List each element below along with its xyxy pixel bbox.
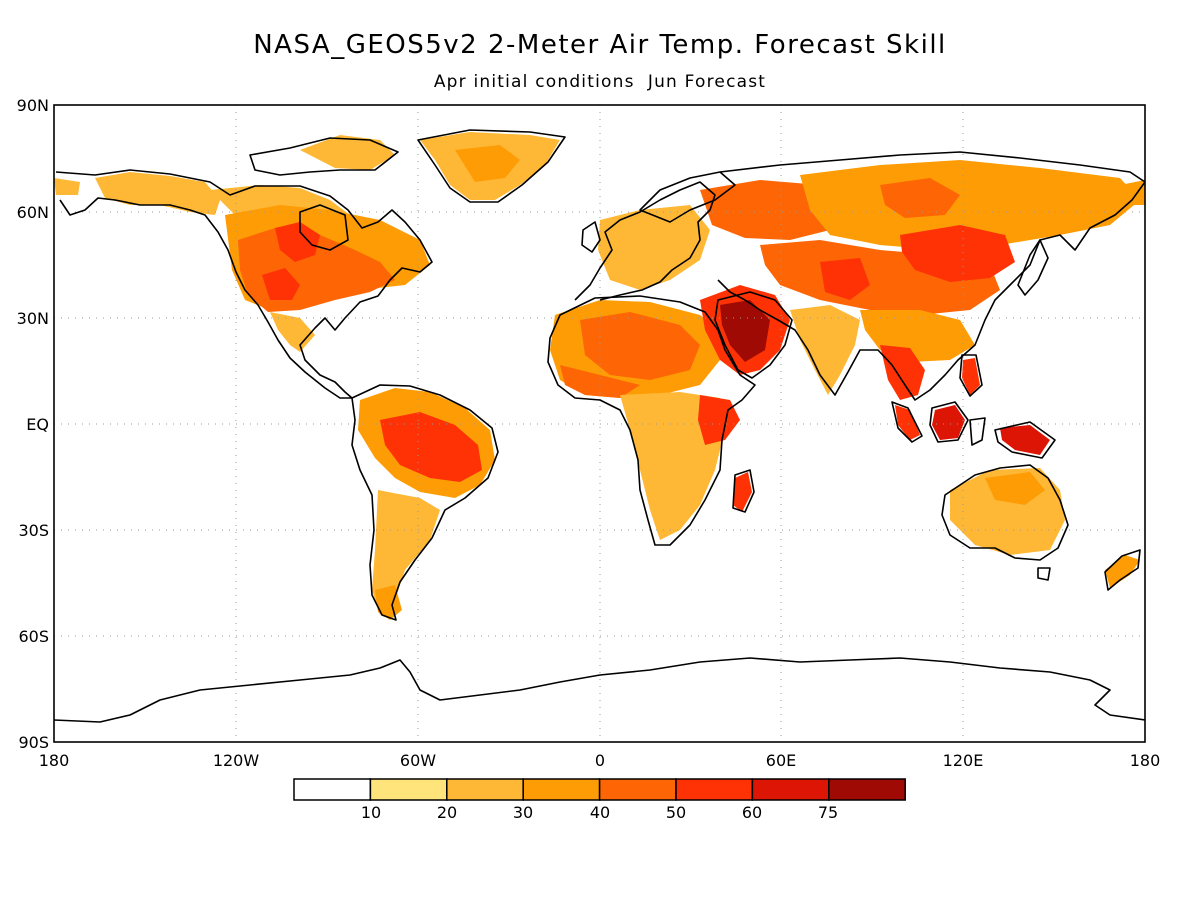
coastlines [54,129,1145,723]
longitude-labels: 180 120W 60W 0 60E 120E 180 [39,751,1161,770]
colorbar-tick-30: 30 [513,803,533,822]
lat-label-60n: 60N [17,203,49,222]
coastline-hudson-bay [299,204,349,251]
skill-region-europe [598,205,710,290]
coastline-british-isles [581,221,601,253]
colorbar-tick-20: 20 [437,803,457,822]
lon-label-60w: 60W [400,751,436,770]
skill-region-southeast-asia [880,345,925,400]
skill-region-alaska-west [54,178,80,195]
coastline-antarctica [54,657,1145,723]
coastline-philippines [959,354,983,397]
skill-region-borneo [932,405,965,440]
lat-label-90s: 90S [18,733,49,752]
lat-label-eq: EQ [26,415,49,434]
colorbar-swatch-3 [522,778,601,801]
skill-region-new-guinea [1000,425,1050,455]
lon-label-180w: 180 [39,751,70,770]
colorbar-swatch-2 [446,778,524,801]
skill-region-south-america-south [372,490,440,615]
skill-region-chukotka [1120,180,1145,205]
colorbar-swatch-5 [675,778,754,801]
coastline-australia [941,464,1069,561]
skill-region-australia-north [985,472,1045,505]
skill-region-siberia [800,160,1140,250]
lon-label-120w: 120W [213,751,260,770]
coastline-arabia [714,291,793,379]
colorbar-tick-40: 40 [590,803,610,822]
colorbar-swatch-7 [828,778,906,801]
skill-region-greenland-core [455,145,520,182]
coastline-scandinavia [639,171,736,223]
lat-label-90n: 90N [17,96,49,115]
coastline-sulawesi [969,417,986,446]
lon-label-60e: 60E [766,751,796,770]
skill-region-alaska [95,172,220,215]
skill-region-central-africa [620,392,725,540]
map-subtitle: Apr initial conditions Jun Forecast [434,72,766,92]
coastline-africa [547,295,756,546]
coastline-japan [1017,239,1049,296]
colorbar-tick-60: 60 [742,803,762,822]
skill-region-amazon [380,412,482,482]
skill-region-philippines [962,358,980,395]
coastline-north-america [55,169,433,399]
skill-region-sahara [580,312,700,380]
map-body [54,105,1145,742]
latitude-labels: 90N 60N 30N EQ 30S 60S 90S [17,96,49,752]
coastline-sumatra [891,401,923,443]
skill-region-sahel [560,365,640,398]
skill-region-arctic-islands [300,135,395,170]
colorbar-swatch-6 [751,778,830,801]
coastline-europe [574,181,716,301]
colorbar-tick-75: 75 [818,803,838,822]
skill-region-plains [262,268,300,300]
coastline-new-guinea [994,421,1056,459]
skill-region-mongolia [900,225,1015,282]
coastline-tasmania [1037,567,1051,581]
coastline-greenland [417,129,566,203]
skill-region-hudson [275,222,320,262]
colorbar-tick-labels: 10 20 30 40 50 60 75 [361,803,838,822]
skill-region-madagascar [733,472,752,512]
skill-region-east-africa [698,395,740,445]
lon-label-0: 0 [595,751,605,770]
coastline-madagascar [732,469,755,513]
skill-region-new-zealand [1105,555,1140,588]
lat-label-30s: 30S [18,521,49,540]
lat-label-30n: 30N [17,309,49,328]
colorbar-tick-50: 50 [666,803,686,822]
colorbar [293,778,906,801]
colorbar-tick-10: 10 [361,803,381,822]
skill-region-kazakhstan [820,258,870,300]
coastline-borneo [929,401,969,443]
skill-region-arabia-core [720,300,770,362]
skill-region-india [790,305,860,395]
lat-label-60s: 60S [18,627,49,646]
coastline-asia [717,151,1145,401]
colorbar-swatch-4 [598,778,677,801]
colorbar-swatch-0 [293,778,372,801]
skill-region-sumatra [895,405,920,440]
coastline-new-zealand [1104,549,1141,591]
colorbar-swatch-1 [369,778,448,801]
coastline-arctic-islands [249,137,399,176]
lon-label-120e: 120E [943,751,984,770]
lon-label-180e: 180 [1130,751,1161,770]
skill-region-mexico [270,312,315,352]
map-frame [53,104,1146,743]
coastline-south-america [351,384,499,621]
skill-fill-layer [54,132,1145,620]
map-title: NASA_GEOS5v2 2-Meter Air Temp. Forecast … [253,30,947,60]
skill-region-central-siberia [880,178,960,218]
